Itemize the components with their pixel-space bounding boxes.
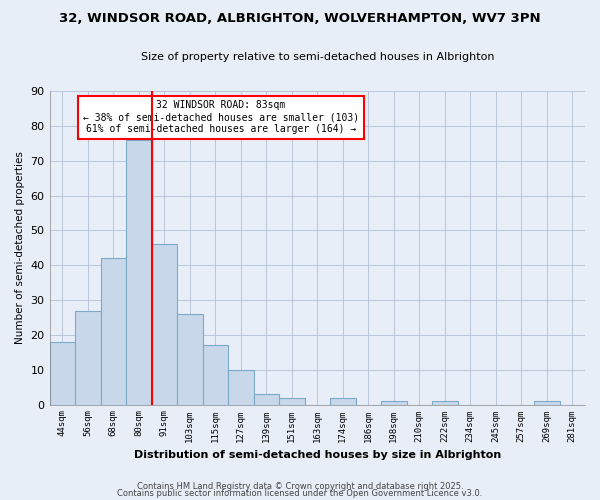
- Bar: [101, 258, 126, 404]
- Bar: [228, 370, 254, 404]
- Text: 32 WINDSOR ROAD: 83sqm
← 38% of semi-detached houses are smaller (103)
61% of se: 32 WINDSOR ROAD: 83sqm ← 38% of semi-det…: [83, 100, 359, 134]
- Text: Contains public sector information licensed under the Open Government Licence v3: Contains public sector information licen…: [118, 489, 482, 498]
- X-axis label: Distribution of semi-detached houses by size in Albrighton: Distribution of semi-detached houses by …: [134, 450, 501, 460]
- Bar: [152, 244, 177, 404]
- Bar: [432, 401, 458, 404]
- Text: Contains HM Land Registry data © Crown copyright and database right 2025.: Contains HM Land Registry data © Crown c…: [137, 482, 463, 491]
- Bar: [279, 398, 305, 404]
- Bar: [126, 140, 152, 404]
- Bar: [75, 310, 101, 404]
- Bar: [534, 401, 560, 404]
- Y-axis label: Number of semi-detached properties: Number of semi-detached properties: [15, 152, 25, 344]
- Bar: [203, 346, 228, 405]
- Bar: [50, 342, 75, 404]
- Bar: [177, 314, 203, 404]
- Bar: [254, 394, 279, 404]
- Bar: [330, 398, 356, 404]
- Bar: [381, 401, 407, 404]
- Title: Size of property relative to semi-detached houses in Albrighton: Size of property relative to semi-detach…: [140, 52, 494, 62]
- Text: 32, WINDSOR ROAD, ALBRIGHTON, WOLVERHAMPTON, WV7 3PN: 32, WINDSOR ROAD, ALBRIGHTON, WOLVERHAMP…: [59, 12, 541, 26]
